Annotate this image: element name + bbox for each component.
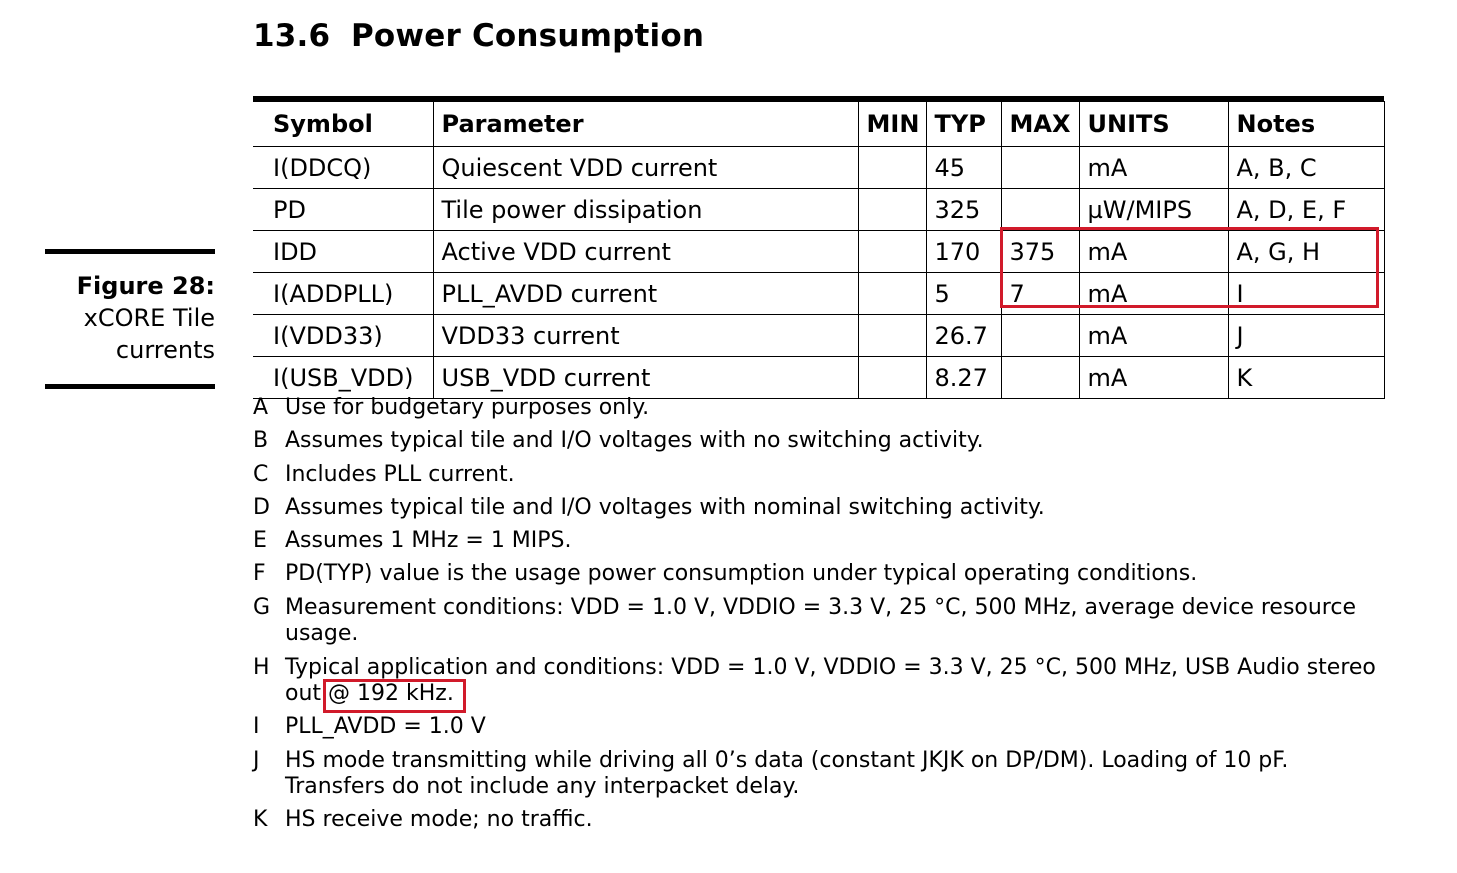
cell-symbol: I(USB_VDD) xyxy=(253,356,434,399)
note-letter: C xyxy=(253,461,269,487)
cell-max xyxy=(1000,188,1080,231)
table-header-row: Symbol Parameter MIN TYP MAX UNITS Notes xyxy=(253,101,1385,147)
figure-rule-top xyxy=(45,249,215,254)
cell-units: mA xyxy=(1078,356,1229,399)
cell-notes: K xyxy=(1227,356,1385,399)
header-min: MIN xyxy=(857,101,927,147)
note-text: Typical application and conditions: VDD … xyxy=(285,654,1376,707)
cell-parameter: PLL_AVDD current xyxy=(432,272,859,315)
note-letter: K xyxy=(253,807,268,833)
highlight-box-192khz xyxy=(323,679,466,713)
cell-parameter: VDD33 current xyxy=(432,314,859,357)
note-item: I PLL_AVDD = 1.0 V xyxy=(253,714,1393,741)
note-item: B Assumes typical tile and I/O voltages w… xyxy=(253,428,1393,455)
header-typ: TYP xyxy=(925,101,1002,147)
header-parameter: Parameter xyxy=(432,101,859,147)
note-text: Assumes 1 MHz = 1 MIPS. xyxy=(285,528,572,554)
note-item: A Use for budgetary purposes only. xyxy=(253,395,1393,422)
cell-parameter: Active VDD current xyxy=(432,230,859,273)
section-number: 13.6 xyxy=(253,18,331,54)
table-row: I(DDCQ) Quiescent VDD current 45 mA A, B… xyxy=(253,146,1385,189)
section-heading: 13.6 Power Consumption xyxy=(253,18,704,54)
note-text: HS mode transmitting while driving all 0… xyxy=(285,747,1289,800)
cell-parameter: Tile power dissipation xyxy=(432,188,859,231)
note-letter: G xyxy=(253,594,271,620)
note-item: K HS receive mode; no traffic. xyxy=(253,807,1393,834)
cell-max xyxy=(1000,314,1080,357)
note-letter: F xyxy=(253,561,266,587)
cell-symbol: IDD xyxy=(253,230,434,273)
header-units: UNITS xyxy=(1078,101,1229,147)
cell-typ: 170 xyxy=(925,230,1002,273)
note-item: D Assumes typical tile and I/O voltages w… xyxy=(253,495,1393,522)
cell-symbol: I(DDCQ) xyxy=(253,146,434,189)
note-text: PLL_AVDD = 1.0 V xyxy=(285,714,486,740)
cell-symbol: PD xyxy=(253,188,434,231)
header-max: MAX xyxy=(1000,101,1080,147)
note-text: Includes PLL current. xyxy=(285,461,515,487)
table-row: PD Tile power dissipation 325 µW/MIPS A,… xyxy=(253,188,1385,231)
note-text: HS receive mode; no traffic. xyxy=(285,807,593,833)
table-notes: A Use for budgetary purposes only. B Assum… xyxy=(253,395,1393,841)
cell-min xyxy=(857,188,927,231)
cell-typ: 325 xyxy=(925,188,1002,231)
cell-notes: A, D, E, F xyxy=(1227,188,1385,231)
highlight-box-max-values xyxy=(1000,227,1379,308)
table-row: I(VDD33) VDD33 current 26.7 mA J xyxy=(253,314,1385,357)
note-text: Use for budgetary purposes only. xyxy=(285,395,650,420)
cell-units: mA xyxy=(1078,146,1229,189)
cell-notes: A, B, C xyxy=(1227,146,1385,189)
cell-typ: 5 xyxy=(925,272,1002,315)
cell-units: mA xyxy=(1078,314,1229,357)
note-letter: J xyxy=(253,747,260,773)
cell-max xyxy=(1000,356,1080,399)
cell-notes: J xyxy=(1227,314,1385,357)
note-text: Assumes typical tile and I/O voltages wi… xyxy=(285,428,984,454)
note-item: F PD(TYP) value is the usage power consum… xyxy=(253,561,1393,588)
figure-caption: Figure 28: xCORE Tile currents xyxy=(45,270,215,366)
table-row: I(USB_VDD) USB_VDD current 8.27 mA K xyxy=(253,356,1385,399)
cell-parameter: Quiescent VDD current xyxy=(432,146,859,189)
cell-min xyxy=(857,272,927,315)
note-item: G Measurement conditions: VDD = 1.0 V, VD… xyxy=(253,595,1393,648)
power-consumption-table: Symbol Parameter MIN TYP MAX UNITS Notes… xyxy=(253,96,1385,399)
note-letter: I xyxy=(253,714,260,740)
cell-min xyxy=(857,230,927,273)
cell-typ: 45 xyxy=(925,146,1002,189)
note-letter: B xyxy=(253,428,269,454)
note-letter: A xyxy=(253,395,269,420)
note-letter: D xyxy=(253,494,270,520)
note-text: PD(TYP) value is the usage power consump… xyxy=(285,561,1198,587)
figure-rule-bottom xyxy=(45,384,215,389)
section-title: Power Consumption xyxy=(351,18,705,54)
cell-symbol: I(ADDPLL) xyxy=(253,272,434,315)
note-item: E Assumes 1 MHz = 1 MIPS. xyxy=(253,528,1393,555)
note-item: J HS mode transmitting while driving all … xyxy=(253,748,1393,801)
cell-parameter: USB_VDD current xyxy=(432,356,859,399)
cell-max xyxy=(1000,146,1080,189)
cell-units: µW/MIPS xyxy=(1078,188,1229,231)
header-symbol: Symbol xyxy=(253,101,434,147)
cell-notes: A, G, H xyxy=(1227,230,1385,273)
header-notes: Notes xyxy=(1227,101,1385,147)
cell-typ: 26.7 xyxy=(925,314,1002,357)
note-text: Assumes typical tile and I/O voltages wi… xyxy=(285,494,1045,520)
figure-label: Figure 28: xyxy=(76,272,215,300)
cell-symbol: I(VDD33) xyxy=(253,314,434,357)
note-item: H Typical application and conditions: VDD… xyxy=(253,655,1393,708)
cell-min xyxy=(857,146,927,189)
cell-min xyxy=(857,356,927,399)
note-text: Measurement conditions: VDD = 1.0 V, VDD… xyxy=(285,594,1356,647)
cell-typ: 8.27 xyxy=(925,356,1002,399)
note-letter: H xyxy=(253,654,270,680)
note-item: C Includes PLL current. xyxy=(253,462,1393,489)
figure-description: xCORE Tile currents xyxy=(83,304,215,364)
cell-min xyxy=(857,314,927,357)
note-letter: E xyxy=(253,528,267,554)
